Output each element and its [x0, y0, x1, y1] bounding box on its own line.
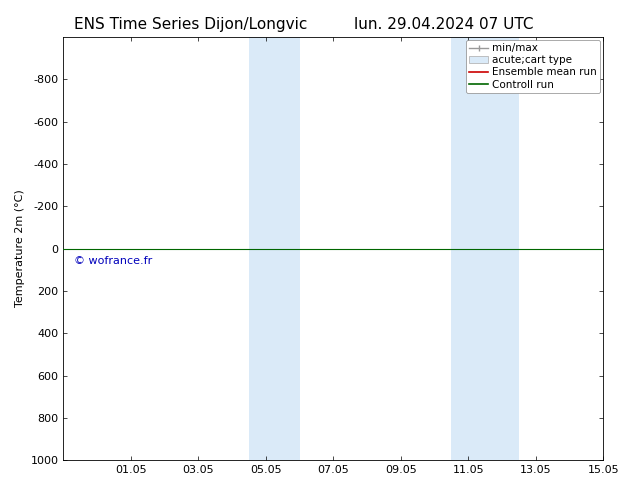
Bar — [249, 37, 300, 460]
Bar — [451, 37, 519, 460]
Text: lun. 29.04.2024 07 UTC: lun. 29.04.2024 07 UTC — [354, 17, 534, 32]
Y-axis label: Temperature 2m (°C): Temperature 2m (°C) — [15, 190, 25, 307]
Text: ENS Time Series Dijon/Longvic: ENS Time Series Dijon/Longvic — [74, 17, 307, 32]
Legend: min/max, acute;cart type, Ensemble mean run, Controll run: min/max, acute;cart type, Ensemble mean … — [466, 40, 600, 93]
Text: © wofrance.fr: © wofrance.fr — [74, 255, 152, 266]
